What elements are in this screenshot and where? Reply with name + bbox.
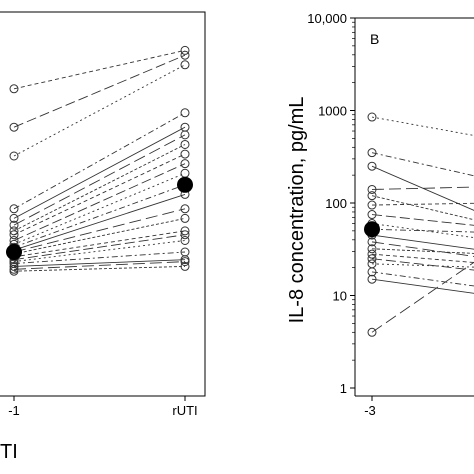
panel-b-point-start: [367, 244, 377, 254]
panel-a-point-end: [180, 139, 190, 149]
panel-a-xtick-0: -1: [8, 403, 20, 418]
panel-b-subject-line: [371, 261, 474, 333]
panel-a-point-start: [9, 226, 19, 236]
panel-a-point-end: [180, 149, 190, 159]
panel-a-point-start: [9, 220, 19, 230]
panel-b: [354, 17, 474, 401]
panel-a-point-end: [180, 45, 190, 55]
panel-a-point-end: [180, 213, 190, 223]
panel-a-median-end: [177, 176, 193, 193]
panel-b-median-start: [364, 221, 380, 238]
panel-b-subject-line: [371, 228, 474, 233]
panel-a-subject-line: [13, 234, 186, 261]
panel-a-subject-line: [13, 230, 186, 258]
panel-a-point-end: [180, 60, 190, 70]
panel-b-point-start: [367, 254, 377, 264]
panel-b-point-start: [367, 327, 377, 337]
panel-b-point-start: [367, 191, 377, 201]
panel-b-ytick-label: 1: [340, 381, 347, 396]
panel-b-point-start: [367, 200, 377, 210]
panel-a-point-start: [9, 213, 19, 223]
panel-b-y-ticks: 1 10 100 1000 10,000: [307, 11, 355, 396]
panel-b-subject-line: [371, 258, 474, 271]
panel-a-point-start: [9, 266, 19, 276]
panel-b-subject-line: [371, 165, 474, 211]
panel-b-subject-line: [371, 271, 474, 287]
panel-a-subject-line: [13, 172, 186, 245]
panel-a-point-start: [9, 204, 19, 214]
panel-a-point-end: [180, 257, 190, 267]
panel-a-xtick-1: rUTI: [172, 403, 197, 418]
panel-b-point-start: [367, 184, 377, 194]
panel-b-subject-line: [371, 241, 474, 257]
panel-b-point-start: [367, 161, 377, 171]
panel-b-subject-line: [371, 195, 474, 221]
panel-b-letter: B: [370, 31, 379, 47]
panel-b-point-start: [367, 148, 377, 158]
panel-b-subject-line: [371, 253, 474, 263]
panel-b-point-start: [367, 210, 377, 220]
panel-a-subject-line: [13, 261, 186, 270]
panel-a-subject-line: [13, 265, 186, 272]
panel-b-ytick-label: 100: [325, 196, 347, 211]
panel-a-point-end: [180, 230, 190, 240]
panel-a-point-start: [9, 84, 19, 94]
panel-a-point-end: [180, 261, 190, 271]
panel-b-point-start: [367, 237, 377, 247]
panel-a-subject-line: [13, 112, 186, 210]
panel-a-frame: [0, 11, 206, 397]
panel-a-subject-line: [13, 240, 186, 263]
panel-a-subject-line: [13, 54, 186, 128]
panel-a-subject-line: [13, 193, 186, 251]
panel-b-subject-line: [371, 202, 474, 206]
panel-b-ytick-label: 10,000: [307, 11, 347, 26]
panel-a-point-end: [180, 159, 190, 169]
panel-b-ylabel: IL-8 concentration, pg/mL: [286, 97, 308, 324]
panel-a-point-start: [9, 151, 19, 161]
panel-b-subject-line: [371, 214, 474, 226]
panel-a-point-end: [180, 204, 190, 214]
panel-a-subject-line: [13, 144, 186, 232]
panel-a-point-start: [9, 261, 19, 271]
panel-b-point-start: [367, 112, 377, 122]
panel-b-point-start: [367, 274, 377, 284]
panel-a-subject-line: [13, 184, 186, 248]
panel-b-subject-line: [371, 234, 474, 250]
panel-a-point-start: [9, 230, 19, 240]
panel-a-subject-line: [13, 153, 186, 236]
panel-a-subject-line: [13, 134, 186, 226]
panel-b-ytick-label: 10: [333, 289, 347, 304]
panel-b-subject-line: [371, 186, 474, 190]
panel-a-subject-line: [13, 49, 186, 90]
panel-a-point-end: [180, 235, 190, 245]
panel-b-ytick-label: 1000: [318, 104, 347, 119]
panel-a-subject-line: [13, 259, 186, 267]
panel-a-median-start: [6, 244, 22, 260]
panel-a-subject-line: [13, 217, 186, 255]
panel-b-subject-line: [371, 152, 474, 177]
panel-a-xlabel-fragment: TI: [0, 441, 18, 463]
panel-a-subject-line: [13, 64, 186, 157]
panel-a: [0, 11, 206, 401]
panel-a-point-end: [180, 130, 190, 140]
panel-a-subject-line: [13, 163, 186, 241]
panel-b-subject-line: [371, 116, 474, 136]
panel-a-subject-line: [13, 208, 186, 253]
panel-b-point-start: [367, 249, 377, 259]
panel-a-subject-line: [13, 126, 186, 219]
panel-b-subject-line: [371, 278, 474, 294]
panel-b-xtick-0: -3: [364, 403, 376, 418]
panel-a-point-start: [9, 122, 19, 132]
panel-a-subject-line: [13, 251, 186, 264]
panel-b-point-start: [367, 267, 377, 277]
panel-a-point-end: [180, 108, 190, 118]
panel-a-point-end: [180, 50, 190, 60]
